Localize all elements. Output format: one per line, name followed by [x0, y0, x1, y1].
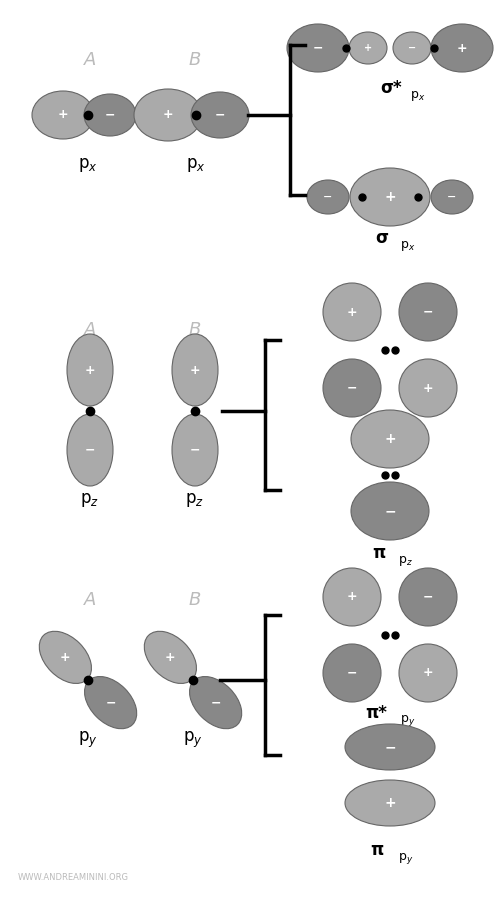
- Ellipse shape: [399, 568, 457, 626]
- Text: p$_z$: p$_z$: [80, 491, 100, 509]
- Ellipse shape: [190, 677, 242, 729]
- Ellipse shape: [144, 631, 197, 683]
- Ellipse shape: [134, 89, 202, 141]
- Text: −: −: [105, 109, 115, 122]
- Text: p$_z$: p$_z$: [398, 554, 413, 568]
- Ellipse shape: [307, 180, 349, 214]
- Text: π: π: [372, 544, 385, 562]
- Ellipse shape: [399, 359, 457, 417]
- Ellipse shape: [323, 644, 381, 702]
- Text: p$_z$: p$_z$: [400, 426, 415, 440]
- Text: p$_x$: p$_x$: [410, 89, 426, 103]
- Text: p$_y$: p$_y$: [78, 730, 98, 750]
- Text: −: −: [313, 41, 323, 55]
- Text: −: −: [324, 192, 332, 202]
- Text: +: +: [58, 109, 68, 122]
- Ellipse shape: [67, 414, 113, 486]
- Text: A: A: [84, 51, 96, 69]
- Text: +: +: [364, 43, 372, 53]
- Text: −: −: [347, 382, 357, 394]
- Ellipse shape: [350, 168, 430, 226]
- Ellipse shape: [40, 631, 92, 683]
- Text: p$_x$: p$_x$: [186, 156, 206, 174]
- Text: B: B: [189, 321, 201, 339]
- Text: −: −: [423, 305, 433, 319]
- Ellipse shape: [351, 410, 429, 468]
- Ellipse shape: [393, 32, 431, 64]
- Text: +: +: [384, 432, 396, 446]
- Text: −: −: [384, 740, 396, 754]
- Text: p$_x$: p$_x$: [78, 156, 98, 174]
- Ellipse shape: [32, 91, 94, 139]
- Text: +: +: [422, 382, 434, 394]
- Ellipse shape: [67, 334, 113, 406]
- Ellipse shape: [323, 568, 381, 626]
- Ellipse shape: [323, 359, 381, 417]
- Text: A: A: [84, 321, 96, 339]
- Text: +: +: [456, 41, 468, 55]
- Ellipse shape: [172, 334, 218, 406]
- Ellipse shape: [399, 283, 457, 341]
- Text: −: −: [210, 696, 221, 709]
- Ellipse shape: [345, 724, 435, 770]
- Ellipse shape: [345, 780, 435, 826]
- Text: +: +: [346, 305, 358, 319]
- Ellipse shape: [172, 414, 218, 486]
- Text: B: B: [189, 591, 201, 609]
- Text: −: −: [190, 444, 200, 456]
- Ellipse shape: [287, 24, 349, 72]
- Text: π: π: [370, 841, 384, 859]
- Text: −: −: [384, 504, 396, 518]
- Ellipse shape: [84, 94, 136, 136]
- Ellipse shape: [349, 32, 387, 64]
- Text: +: +: [60, 651, 70, 664]
- Text: π*: π*: [365, 704, 387, 722]
- Text: B: B: [189, 51, 201, 69]
- Text: +: +: [190, 364, 200, 376]
- Ellipse shape: [351, 482, 429, 540]
- Ellipse shape: [399, 644, 457, 702]
- Text: σ: σ: [375, 229, 388, 247]
- Text: +: +: [165, 651, 175, 664]
- Text: π*: π*: [365, 416, 387, 434]
- Text: −: −: [106, 696, 116, 709]
- Text: p$_y$: p$_y$: [398, 850, 413, 866]
- Text: −: −: [448, 192, 456, 202]
- Text: p$_x$: p$_x$: [400, 239, 415, 253]
- Text: +: +: [346, 590, 358, 604]
- Text: p$_z$: p$_z$: [186, 491, 204, 509]
- Ellipse shape: [323, 283, 381, 341]
- Text: −: −: [423, 590, 433, 604]
- Text: −: −: [408, 43, 416, 53]
- Ellipse shape: [431, 180, 473, 214]
- Ellipse shape: [191, 92, 249, 138]
- Text: +: +: [384, 190, 396, 204]
- Ellipse shape: [431, 24, 493, 72]
- Text: −: −: [347, 667, 357, 680]
- Text: A: A: [84, 591, 96, 609]
- Text: +: +: [162, 109, 173, 122]
- Text: WWW.ANDREAMININI.ORG: WWW.ANDREAMININI.ORG: [18, 874, 129, 883]
- Ellipse shape: [84, 677, 136, 729]
- Text: +: +: [422, 667, 434, 680]
- Text: −: −: [85, 444, 95, 456]
- Text: −: −: [215, 109, 225, 122]
- Text: p$_y$: p$_y$: [183, 730, 203, 750]
- Text: +: +: [384, 796, 396, 810]
- Text: σ*: σ*: [380, 79, 402, 97]
- Text: p$_y$: p$_y$: [400, 714, 415, 728]
- Text: +: +: [84, 364, 96, 376]
